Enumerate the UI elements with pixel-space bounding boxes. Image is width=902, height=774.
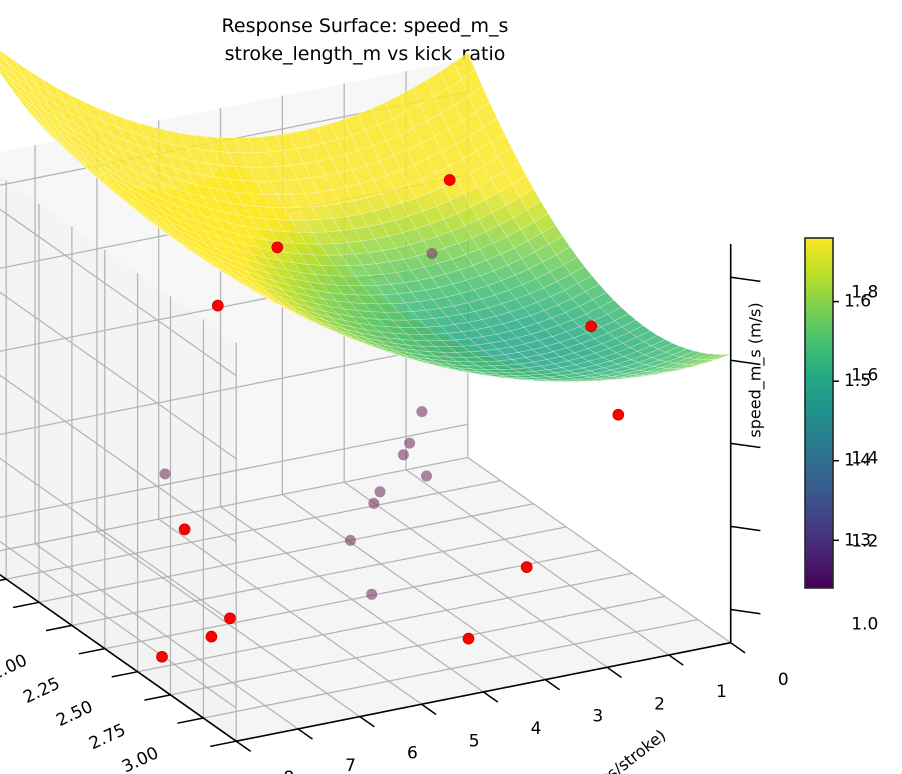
y-tick-label: 4: [531, 719, 542, 739]
scatter-point: [612, 408, 625, 421]
scatter-point: [368, 497, 380, 509]
colorbar-tick-label: 1.6: [844, 292, 871, 312]
y-tick-label: 5: [469, 731, 480, 751]
z-tick-label: 1.6: [851, 366, 878, 386]
y-tick-label: 0: [778, 670, 789, 690]
y-tick-label: 2: [654, 694, 665, 714]
scatter-point: [520, 561, 533, 573]
scatter-point: [404, 437, 416, 449]
y-tick-label: 1: [716, 682, 727, 702]
scatter-point: [374, 486, 386, 498]
scatter-point: [156, 650, 168, 663]
scatter-point: [178, 523, 191, 536]
colorbar[interactable]: [804, 237, 834, 589]
y-tick-label: 7: [345, 756, 356, 774]
scatter-point: [366, 588, 378, 600]
chart-title-line1: Response Surface: speed_m_s: [222, 15, 509, 37]
y-tick-label: 3: [592, 707, 603, 727]
scatter-point: [585, 320, 598, 333]
scatter-point: [205, 630, 218, 643]
x-tick-label: 2.75: [86, 720, 129, 754]
scatter-point: [211, 299, 224, 312]
response-surface: [0, 50, 731, 382]
scatter-point: [443, 174, 456, 186]
colorbar-tick-label: 1.4: [844, 451, 871, 471]
z-tick-label: 1.4: [851, 449, 878, 469]
z-tick-label: 1.0: [851, 615, 878, 635]
colorbar-ticks: 1.3 1.4 1.5 1.6: [833, 292, 871, 550]
x-tick-label: 2.50: [53, 697, 96, 731]
scatter-point: [426, 248, 438, 259]
scatter-point: [462, 632, 475, 645]
x-tick-label: 2.00: [0, 651, 30, 685]
z-tick-label: 1.8: [851, 282, 878, 302]
scatter-point: [397, 449, 409, 461]
scatter-point: [416, 406, 428, 418]
x-tick-label: 2.25: [20, 674, 63, 708]
scatter-point: [224, 612, 236, 625]
scatter-point: [271, 241, 284, 254]
y-tick-label: 6: [407, 744, 418, 764]
x-tick-label: 3.00: [119, 743, 162, 774]
scatter-points: [156, 174, 625, 663]
y-tick-label: 8: [283, 768, 294, 774]
scatter-point: [159, 468, 171, 480]
chart-title-line2: stroke_length_m vs kick_ratio: [225, 43, 506, 65]
z-tick-label: 1.2: [851, 532, 878, 552]
scatter-point: [421, 470, 432, 482]
pane-gridlines: [0, 58, 732, 742]
scatter-point: [344, 534, 356, 546]
colorbar-tick-label: 1.3: [844, 530, 871, 550]
colorbar-tick-label: 1.5: [844, 371, 871, 391]
z-axis-label: speed_m_s (m/s): [746, 302, 766, 437]
axis-lines-and-ticks: [0, 244, 761, 753]
